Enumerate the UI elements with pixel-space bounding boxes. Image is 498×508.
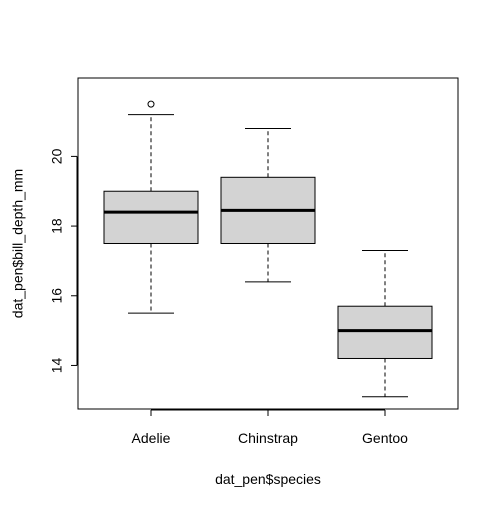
y-tick-label: 20 — [49, 148, 65, 164]
box-group — [103, 100, 433, 398]
y-axis: 14 16 18 20 — [49, 148, 78, 373]
box-body — [337, 305, 433, 359]
x-tick-label: Gentoo — [362, 430, 408, 446]
x-axis-label: dat_pen$species — [215, 471, 321, 487]
x-tick-label: Adelie — [132, 430, 171, 446]
box-chinstrap — [220, 128, 316, 283]
box-gentoo — [337, 249, 433, 398]
x-axis: Adelie Chinstrap Gentoo — [132, 409, 408, 446]
outlier-point — [147, 100, 155, 108]
y-axis-label: dat_pen$bill_depth_mm — [10, 169, 26, 318]
plot-frame — [77, 77, 459, 410]
y-tick-label: 18 — [49, 218, 65, 234]
box-adelie — [103, 100, 199, 314]
box-body — [103, 190, 199, 245]
y-tick-label: 16 — [49, 288, 65, 304]
x-tick-label: Chinstrap — [238, 430, 298, 446]
y-tick-label: 14 — [49, 357, 65, 373]
